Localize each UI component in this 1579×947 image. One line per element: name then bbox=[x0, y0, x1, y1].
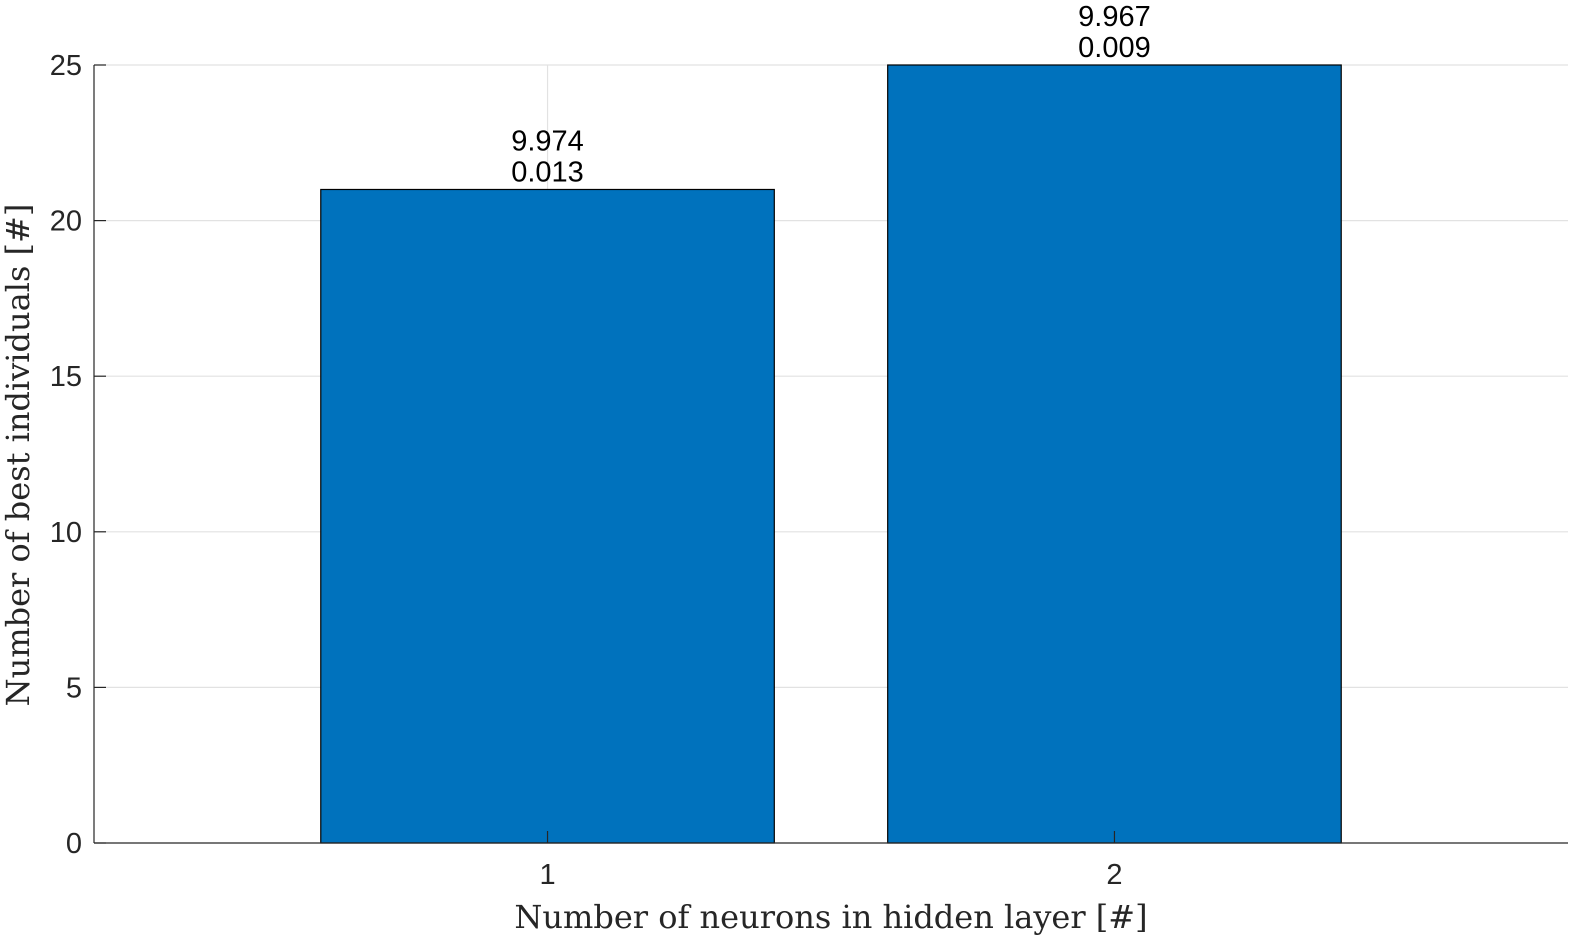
y-tick-label: 5 bbox=[66, 672, 82, 704]
y-tick-label: 10 bbox=[50, 517, 82, 549]
bar-data-label: 0.013 bbox=[511, 156, 584, 188]
bar-data-label: 0.009 bbox=[1078, 32, 1151, 64]
grid-layer bbox=[94, 64, 1568, 843]
bar-1 bbox=[320, 188, 775, 844]
bar-2 bbox=[887, 64, 1342, 844]
x-tick-label: 2 bbox=[1106, 859, 1122, 891]
x-tick-label: 1 bbox=[539, 859, 555, 891]
y-tick-label: 20 bbox=[50, 206, 82, 238]
x-axis-title: Number of neurons in hidden layer [#] bbox=[514, 898, 1147, 936]
y-tick-label: 25 bbox=[50, 50, 82, 82]
bar-data-label: 9.974 bbox=[511, 125, 584, 157]
bar-layer bbox=[320, 64, 1342, 844]
y-axis-title: Number of best individuals [#] bbox=[0, 204, 37, 707]
y-tick-label: 15 bbox=[50, 361, 82, 393]
bar-data-label: 9.967 bbox=[1078, 1, 1151, 33]
y-tick-label: 0 bbox=[66, 828, 82, 860]
axis-layer bbox=[93, 64, 1568, 844]
